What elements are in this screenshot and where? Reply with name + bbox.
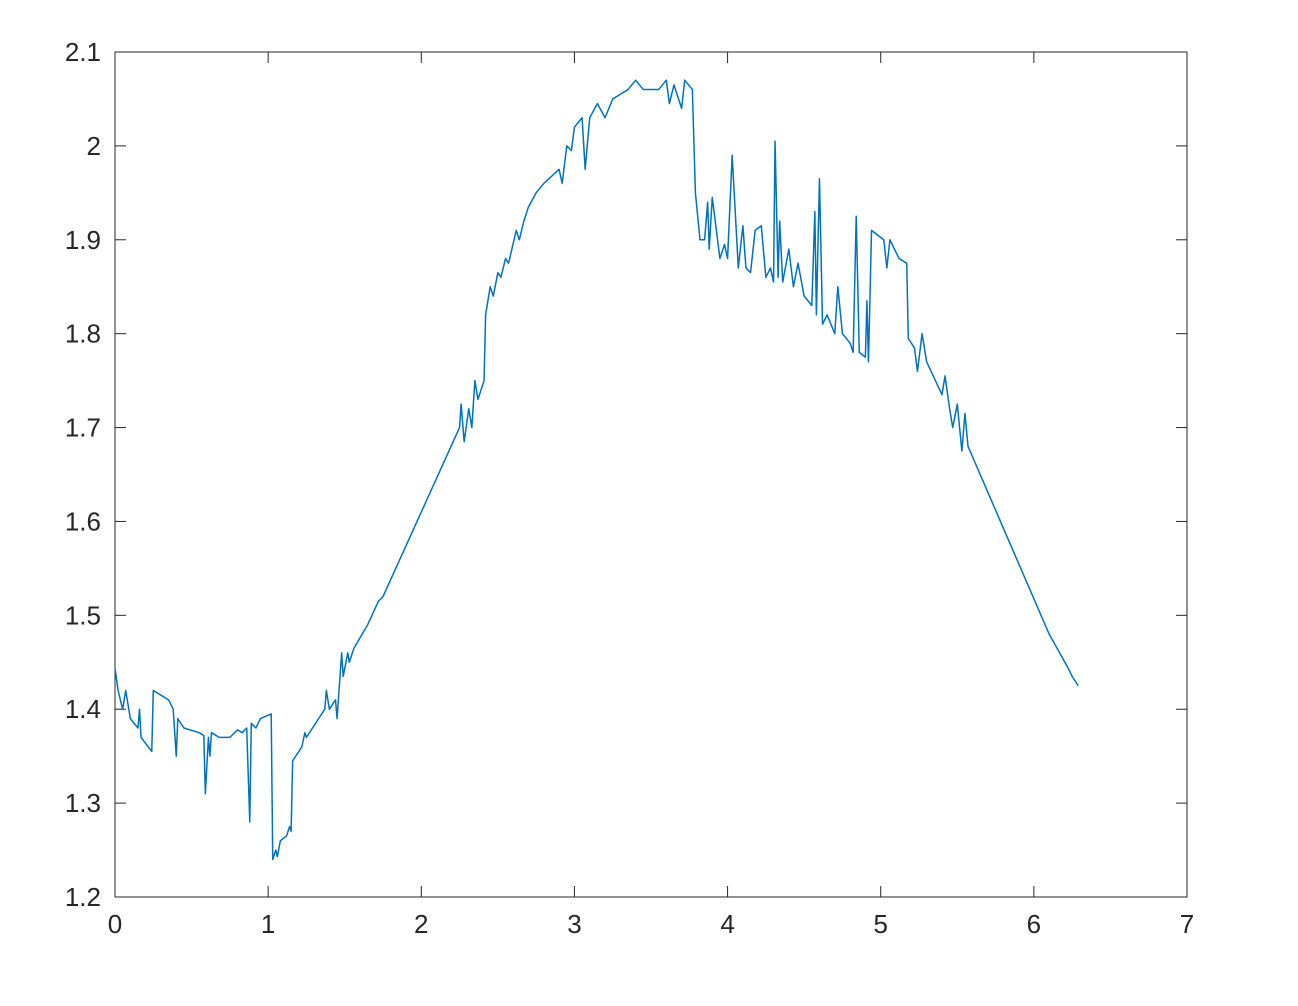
y-tick-label: 1.4 [65, 694, 101, 724]
y-tick-label: 1.5 [65, 600, 101, 630]
y-tick-label: 2.1 [65, 37, 101, 67]
y-tick-label: 1.6 [65, 506, 101, 536]
x-tick-label: 6 [1027, 909, 1041, 939]
plot-frame [114, 51, 1188, 898]
x-tick-label: 4 [720, 909, 734, 939]
x-tick-label: 3 [567, 909, 581, 939]
y-tick-label: 1.2 [65, 882, 101, 912]
y-tick-label: 1.9 [65, 225, 101, 255]
y-tick-label: 1.8 [65, 319, 101, 349]
x-tick-label: 2 [414, 909, 428, 939]
data-line [114, 79, 1079, 861]
x-tick-label: 7 [1180, 909, 1194, 939]
x-tick-label: 1 [261, 909, 275, 939]
y-tick-label: 1.7 [65, 413, 101, 443]
x-tick-label: 5 [873, 909, 887, 939]
y-tick-label: 2 [87, 131, 101, 161]
x-tick-label: 0 [108, 909, 122, 939]
y-tick-label: 1.3 [65, 788, 101, 818]
